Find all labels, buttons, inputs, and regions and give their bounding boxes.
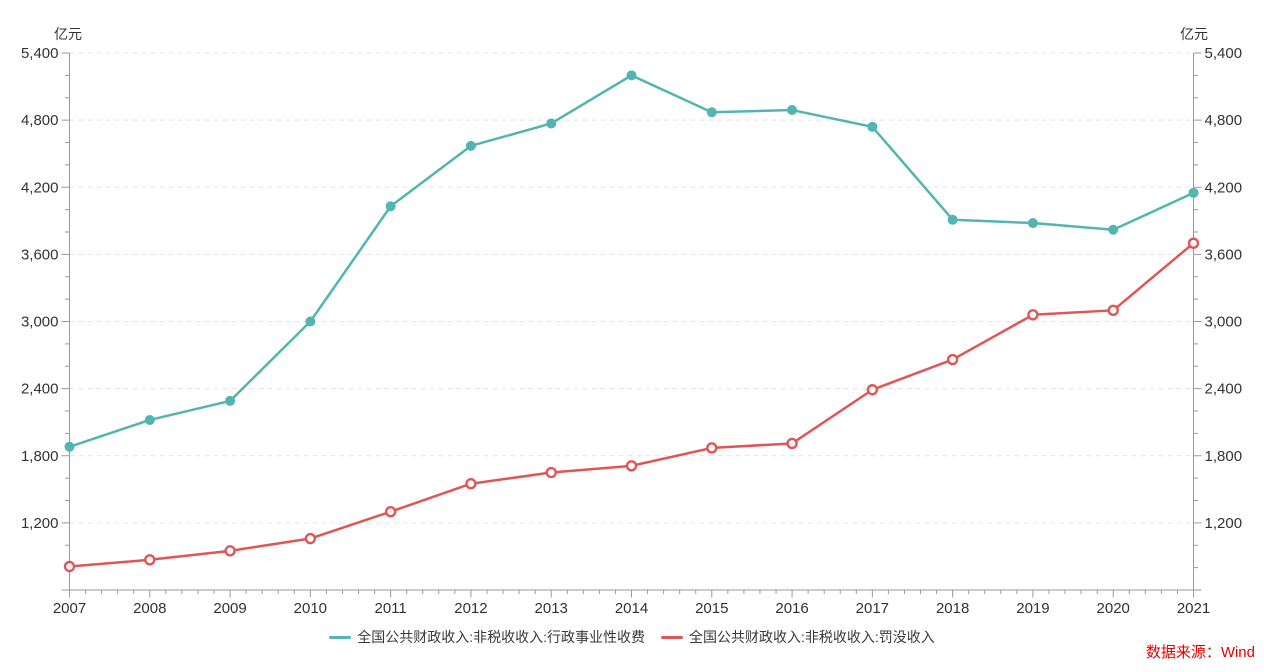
y-axis-unit-right: 亿元 bbox=[1180, 26, 1208, 42]
series-line-1 bbox=[68, 241, 1195, 568]
y-axis-unit-left: 亿元 bbox=[54, 26, 82, 42]
x-tick-label: 2008 bbox=[133, 600, 166, 617]
y-tick-label: 1,200 bbox=[1205, 515, 1243, 532]
x-tick-label: 2015 bbox=[695, 600, 728, 617]
legend-swatch-teal-icon bbox=[329, 635, 352, 639]
data-point-marker bbox=[465, 140, 476, 151]
data-point-marker bbox=[384, 505, 397, 518]
x-tick-label: 2013 bbox=[535, 600, 568, 617]
data-point-marker bbox=[626, 70, 637, 81]
data-point-marker bbox=[786, 437, 798, 450]
data-point-marker bbox=[1187, 237, 1200, 249]
data-point-marker bbox=[224, 545, 236, 557]
legend-item-admin-fees[interactable]: 全国公共财政收入:非税收收入:行政事业性收费 bbox=[329, 628, 645, 646]
data-point-marker bbox=[1107, 304, 1119, 317]
series-line-0 bbox=[68, 74, 1195, 449]
y-tick-label: 4,800 bbox=[21, 112, 59, 129]
y-tick-label: 3,000 bbox=[21, 314, 59, 331]
data-point-marker bbox=[304, 532, 317, 545]
x-tick-label: 2012 bbox=[454, 600, 487, 617]
data-point-marker bbox=[706, 442, 718, 454]
data-point-marker bbox=[867, 121, 878, 132]
chart-legend: 全国公共财政收入:非税收收入:行政事业性收费 全国公共财政收入:非税收收入:罚没… bbox=[0, 628, 1264, 646]
data-point-marker bbox=[546, 118, 557, 129]
data-point-marker bbox=[625, 460, 638, 472]
data-point-marker bbox=[144, 414, 155, 425]
x-tick-label: 2020 bbox=[1097, 600, 1130, 617]
x-tick-label: 2019 bbox=[1016, 600, 1049, 617]
y-tick-label: 4,800 bbox=[1205, 112, 1243, 129]
x-tick-label: 2010 bbox=[294, 600, 327, 617]
x-tick-label: 2018 bbox=[936, 600, 969, 617]
data-point-marker bbox=[545, 466, 557, 479]
y-tick-label: 1,800 bbox=[21, 448, 59, 465]
data-point-marker bbox=[385, 201, 396, 212]
y-tick-label: 1,800 bbox=[1205, 448, 1243, 465]
x-tick-label: 2017 bbox=[856, 600, 889, 617]
y-tick-label: 3,600 bbox=[1205, 246, 1243, 263]
y-tick-label: 4,200 bbox=[21, 179, 59, 196]
data-point-marker bbox=[144, 554, 156, 566]
x-tick-label: 2007 bbox=[53, 600, 86, 617]
y-tick-label: 4,200 bbox=[1205, 179, 1243, 196]
legend-swatch-red-icon bbox=[661, 635, 683, 639]
x-tick-label: 2009 bbox=[213, 600, 246, 617]
y-tick-label: 2,400 bbox=[21, 381, 59, 398]
legend-label-fines: 全国公共财政收入:非税收收入:罚没收入 bbox=[689, 629, 935, 645]
data-point-marker bbox=[1027, 309, 1039, 321]
x-tick-label: 2014 bbox=[615, 600, 648, 617]
data-point-marker bbox=[1027, 218, 1038, 229]
legend-label-admin-fees: 全国公共财政收入:非税收收入:行政事业性收费 bbox=[357, 629, 645, 645]
x-tick-label: 2016 bbox=[775, 600, 808, 617]
data-point-marker bbox=[946, 353, 959, 366]
data-point-marker bbox=[706, 107, 717, 118]
data-point-marker bbox=[63, 560, 76, 573]
data-point-marker bbox=[1188, 187, 1199, 198]
data-source-note: 数据来源：Wind bbox=[1145, 644, 1255, 661]
y-tick-label: 3,000 bbox=[1205, 314, 1243, 331]
data-point-marker bbox=[64, 441, 75, 452]
data-point-marker bbox=[225, 395, 236, 406]
data-point-marker bbox=[465, 478, 477, 490]
data-point-marker bbox=[1108, 224, 1119, 235]
data-point-marker bbox=[787, 105, 798, 116]
data-point-marker bbox=[305, 316, 316, 327]
y-tick-label: 3,600 bbox=[21, 246, 59, 263]
legend-item-fines[interactable]: 全国公共财政收入:非税收收入:罚没收入 bbox=[661, 628, 935, 646]
data-point-marker bbox=[866, 384, 879, 396]
y-tick-label: 5,400 bbox=[1205, 45, 1243, 62]
data-point-marker bbox=[947, 214, 958, 225]
y-tick-label: 1,200 bbox=[21, 515, 59, 532]
x-tick-label: 2011 bbox=[375, 600, 407, 617]
x-tick-label: 2021 bbox=[1177, 600, 1210, 617]
y-tick-label: 2,400 bbox=[1205, 381, 1243, 398]
y-tick-label: 5,400 bbox=[21, 45, 59, 62]
